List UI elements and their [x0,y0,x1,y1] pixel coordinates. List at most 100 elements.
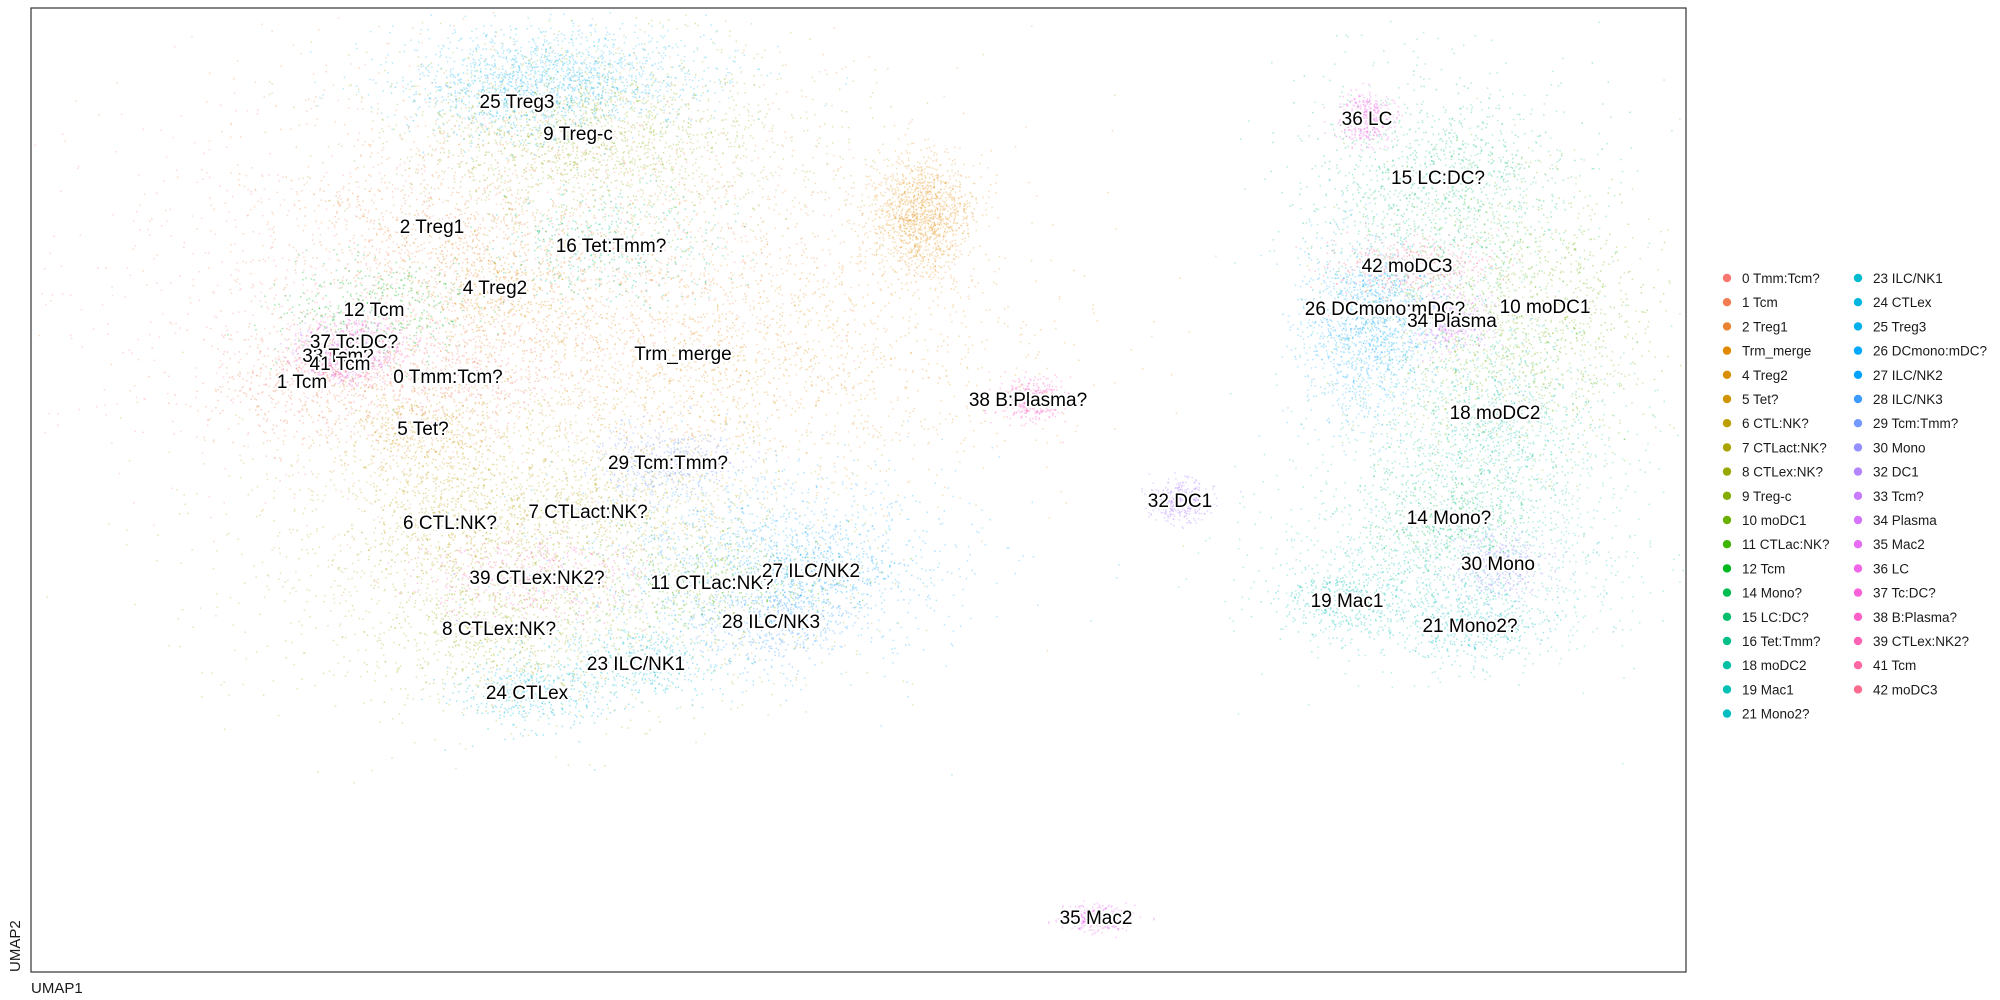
cluster-label: 12 Tcm [344,300,405,321]
legend-item: 6 CTL:NK? [1723,416,1809,431]
legend-label: 26 DCmono:mDC? [1873,344,1987,359]
cluster-label: 41 Tcm [310,354,371,375]
legend-key [1854,685,1862,693]
legend-key [1854,661,1862,669]
plot-panel-border [31,8,1686,972]
legend-key [1854,492,1862,500]
legend-label: 4 Treg2 [1742,368,1788,383]
cluster-points [265,15,1116,307]
cluster-label: 42 moDC3 [1362,256,1453,277]
cluster-label: 37 Tc:DC? [310,332,398,353]
legend-key [1723,613,1731,621]
cluster-label: 23 ILC/NK1 [587,654,685,675]
legend-item: 36 LC [1854,561,1909,576]
x-axis-label: UMAP1 [31,980,83,997]
cluster-label: 10 moDC1 [1500,297,1591,318]
legend-key [1854,467,1862,475]
cluster-label: 28 ILC/NK3 [722,612,820,633]
legend-item: 25 Treg3 [1854,319,1926,334]
legend-label: 23 ILC/NK1 [1873,271,1943,286]
legend-item: 2 Treg1 [1723,319,1788,334]
legend-item: 27 ILC/NK2 [1854,368,1943,383]
cluster-label: 14 Mono? [1407,508,1492,529]
legend-label: 10 moDC1 [1742,513,1807,528]
cluster-label: 39 CTLex:NK2? [469,568,604,589]
legend-key [1854,395,1862,403]
legend-key [1723,346,1731,354]
legend-key [1723,516,1731,524]
cluster-label: 2 Treg1 [400,217,464,238]
legend-key [1723,588,1731,596]
legend-label: 33 Tcm? [1873,489,1924,504]
legend-label: 14 Mono? [1742,586,1802,601]
legend-item: 7 CTLact:NK? [1723,440,1827,455]
cluster-label: 27 ILC/NK2 [762,561,860,582]
legend-item: 1 Tcm [1723,295,1778,310]
legend-label: 30 Mono [1873,440,1926,455]
cluster-label: 35 Mac2 [1060,908,1133,929]
legend-label: 34 Plasma [1873,513,1937,528]
legend-key [1723,661,1731,669]
legend-key [1723,274,1731,282]
cluster-label: 36 LC [1342,109,1393,130]
legend-label: 2 Treg1 [1742,319,1788,334]
legend-item: 26 DCmono:mDC? [1854,344,1987,359]
legend-item: 5 Tet? [1723,392,1779,407]
legend-item: 14 Mono? [1723,586,1802,601]
legend-label: 29 Tcm:Tmm? [1873,416,1958,431]
legend-label: 7 CTLact:NK? [1742,440,1827,455]
legend-item: 21 Mono2? [1723,707,1810,722]
legend-label: 15 LC:DC? [1742,610,1809,625]
legend-key [1854,637,1862,645]
legend-item: 29 Tcm:Tmm? [1854,416,1958,431]
cluster-label: 25 Treg3 [480,92,555,113]
scatter-points [35,12,1685,938]
legend-key [1723,564,1731,572]
legend-key [1723,443,1731,451]
legend-label: 12 Tcm [1742,561,1785,576]
cluster-label: 8 CTLex:NK? [442,619,556,640]
cluster-label: 18 moDC2 [1450,403,1541,424]
legend-label: 32 DC1 [1873,465,1919,480]
legend-label: 37 Tc:DC? [1873,586,1936,601]
legend-label: 24 CTLex [1873,295,1932,310]
cluster-points [1234,21,1673,453]
cluster-label: 7 CTLact:NK? [528,502,647,523]
legend-label: 35 Mac2 [1873,537,1925,552]
cluster-label: 21 Mono2? [1422,616,1517,637]
cluster-label: 32 DC1 [1148,491,1212,512]
legend-item: 11 CTLac:NK? [1723,537,1830,552]
legend-label: 21 Mono2? [1742,707,1810,722]
legend-key [1723,709,1731,717]
cluster-points [835,125,997,324]
cluster-label: 29 Tcm:Tmm? [608,453,728,474]
legend-item: 4 Treg2 [1723,368,1788,383]
legend-key [1723,685,1731,693]
legend-item: 0 Tmm:Tcm? [1723,271,1820,286]
legend-item: 32 DC1 [1854,465,1919,480]
legend-key [1854,443,1862,451]
cluster-label: 19 Mac1 [1311,591,1384,612]
legend-key [1854,564,1862,572]
cluster-label: 16 Tet:Tmm? [556,236,667,257]
legend-key [1854,540,1862,548]
legend-item: 38 B:Plasma? [1854,610,1957,625]
legend-key [1854,371,1862,379]
legend-label: 42 moDC3 [1873,682,1938,697]
legend-item: 19 Mac1 [1723,682,1794,697]
legend-label: 16 Tet:Tmm? [1742,634,1821,649]
legend-label: 27 ILC/NK2 [1873,368,1943,383]
legend-key [1723,298,1731,306]
cluster-points [1178,444,1684,764]
legend-key [1854,613,1862,621]
legend-label: 19 Mac1 [1742,682,1794,697]
legend-item: 42 moDC3 [1854,682,1938,697]
cluster-label: 6 CTL:NK? [403,513,497,534]
cluster-label: 11 CTLac:NK? [650,573,773,594]
legend-key [1723,371,1731,379]
legend-key [1854,419,1862,427]
legend-item: 24 CTLex [1854,295,1932,310]
legend-key [1723,419,1731,427]
